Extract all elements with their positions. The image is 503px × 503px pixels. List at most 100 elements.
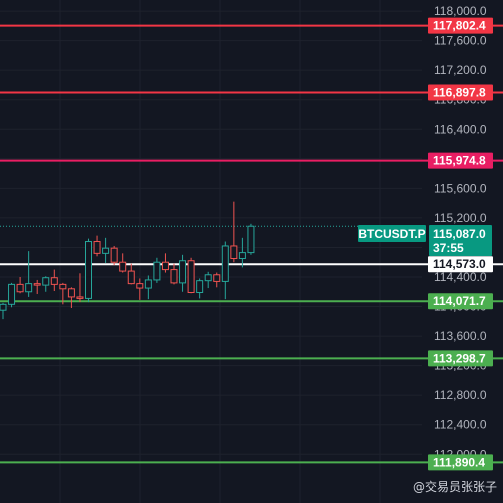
candle <box>8 282 16 308</box>
candle <box>221 241 229 300</box>
candle <box>16 276 24 294</box>
price-tick-label: 117,600.0 <box>434 34 487 48</box>
candle-body <box>67 288 75 298</box>
price-level-tag-box <box>428 256 493 273</box>
current-price-tag-box <box>429 225 492 256</box>
price-level-tag: 116,897.8 <box>428 84 493 101</box>
price-tick-label: 115,600.0 <box>434 181 487 195</box>
price-level-tag: 111,890.4 <box>428 454 493 471</box>
candle <box>170 263 178 285</box>
candle <box>187 257 195 294</box>
price-level-label: 111,890.4 <box>433 455 485 469</box>
price-level-tag-box <box>428 350 493 367</box>
candle-body <box>179 260 187 284</box>
price-level-tag: 117,802.4 <box>428 17 493 34</box>
candle <box>153 257 161 283</box>
price-tick-label: 115,200.0 <box>434 211 487 225</box>
candle <box>33 279 41 294</box>
price-tick-label: 114,400.0 <box>434 270 487 284</box>
candle-body <box>136 283 144 289</box>
price-level-tag: 114,573.0 <box>428 256 493 273</box>
candle <box>102 237 110 263</box>
candle <box>136 278 144 300</box>
candle-body <box>144 279 152 289</box>
candle-body <box>204 274 212 282</box>
countdown-label: 37:55 <box>433 241 464 255</box>
price-level-label: 113,298.7 <box>433 351 486 365</box>
price-level-tag: 115,974.8 <box>428 152 493 169</box>
candle <box>204 271 212 289</box>
price-level-tag-box <box>428 454 493 471</box>
candle <box>127 263 135 285</box>
candle-body <box>187 260 195 293</box>
candle-body <box>110 247 118 263</box>
price-tick-label: 118,000.0 <box>434 4 487 18</box>
candle-body <box>85 241 92 299</box>
candle <box>76 273 84 303</box>
candle <box>59 282 67 305</box>
price-tick-label: 112,800.0 <box>434 388 487 402</box>
candle <box>119 253 127 273</box>
candle <box>247 223 255 255</box>
watermark: @交易员张张子 <box>413 479 497 494</box>
price-tick-label: 117,200.0 <box>434 63 487 77</box>
price-level-label: 117,802.4 <box>433 19 486 33</box>
candle <box>238 237 246 268</box>
candle <box>93 235 101 257</box>
current-price-label: 115,087.0 <box>433 227 486 241</box>
candle <box>144 275 152 300</box>
price-level-tags: 117,802.4116,897.8115,974.8114,573.0114,… <box>428 17 493 471</box>
candle <box>42 276 50 292</box>
price-tick-label: 112,400.0 <box>434 418 487 432</box>
current-price-tag: 115,087.0 37:55 <box>429 225 492 256</box>
candle <box>25 251 33 297</box>
symbol-tag-box <box>358 225 426 242</box>
candle <box>85 238 92 303</box>
price-level-tag-box <box>428 17 493 34</box>
symbol-label: BTCUSDT.P <box>358 227 425 241</box>
candle <box>110 245 118 266</box>
candle-body <box>247 225 255 254</box>
candle <box>161 253 169 273</box>
candle <box>67 287 75 309</box>
price-levels <box>0 24 503 464</box>
price-level-tag-box <box>428 84 493 101</box>
candle-body <box>196 280 204 293</box>
candle-body <box>0 303 7 311</box>
price-level-label: 114,071.7 <box>433 294 486 308</box>
candle-body <box>59 283 67 290</box>
candle-body <box>161 261 169 271</box>
candle-body <box>76 296 84 299</box>
symbol-tag: BTCUSDT.P <box>358 225 426 242</box>
price-tick-label: 113,600.0 <box>434 329 487 343</box>
candle-body <box>50 277 58 285</box>
candle <box>213 272 221 288</box>
candle-body <box>213 274 221 282</box>
candle <box>0 302 7 320</box>
candle <box>196 278 204 299</box>
candle-body <box>238 252 246 260</box>
candle-body <box>8 283 16 305</box>
candle-body <box>119 261 127 272</box>
candle-body <box>221 245 229 282</box>
price-level-tag: 113,298.7 <box>428 350 493 367</box>
candle-body <box>93 241 101 254</box>
candle-body <box>170 269 178 284</box>
candle <box>50 269 58 292</box>
candle <box>230 201 238 263</box>
candle-body <box>42 277 50 286</box>
candle-body <box>153 261 161 281</box>
price-level-label: 115,974.8 <box>433 154 486 168</box>
price-level-tag-box <box>428 152 493 169</box>
candle-body <box>230 245 238 260</box>
candles <box>0 201 255 320</box>
price-level-label: 116,897.8 <box>433 85 486 99</box>
candle-body <box>102 247 110 254</box>
candle-body <box>25 283 33 293</box>
price-level-tag: 114,071.7 <box>428 293 493 310</box>
price-tick-label: 116,400.0 <box>434 122 487 136</box>
candle <box>179 254 187 292</box>
price-level-label: 114,573.0 <box>433 257 486 271</box>
candle-body <box>33 283 41 286</box>
